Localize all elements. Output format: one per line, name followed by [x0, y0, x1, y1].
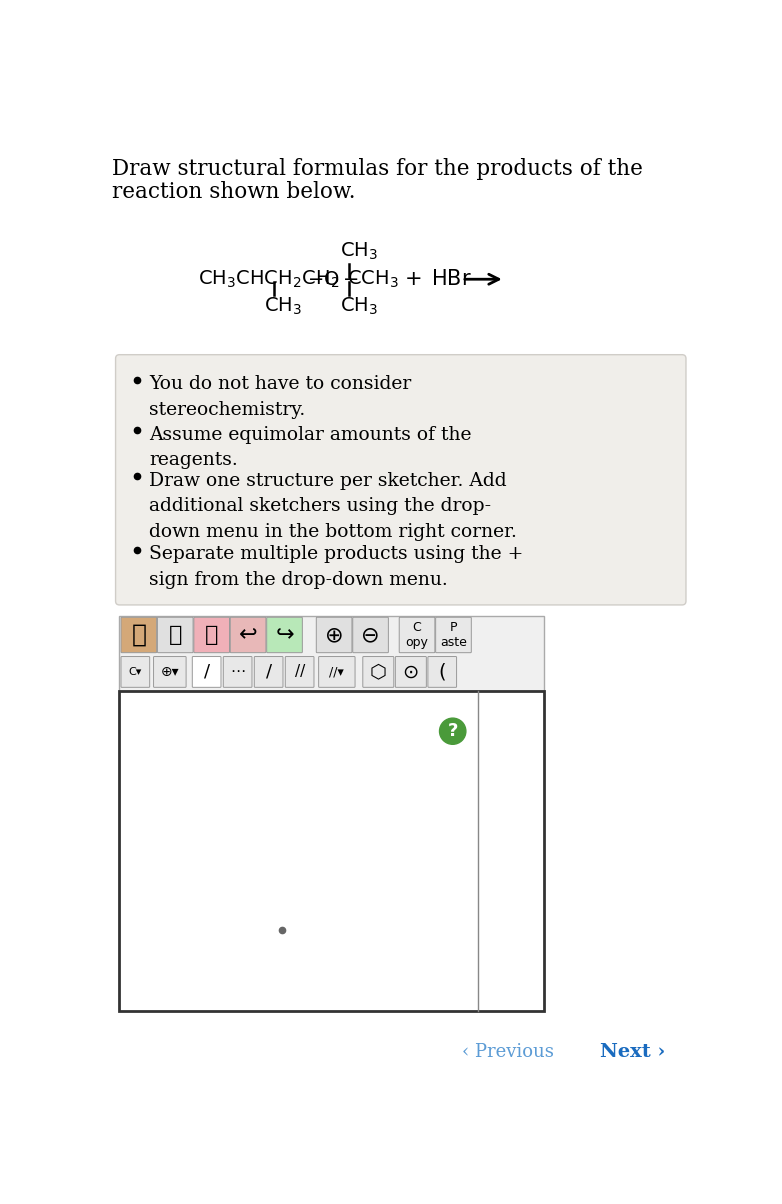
FancyBboxPatch shape	[121, 656, 149, 687]
FancyBboxPatch shape	[194, 618, 229, 653]
Text: /: /	[266, 663, 271, 681]
Text: Draw structural formulas for the products of the: Draw structural formulas for the product…	[112, 159, 643, 181]
Text: ↪: ↪	[275, 625, 294, 645]
FancyBboxPatch shape	[120, 691, 544, 1010]
FancyBboxPatch shape	[436, 618, 472, 653]
FancyBboxPatch shape	[363, 656, 394, 687]
FancyBboxPatch shape	[400, 618, 435, 653]
Text: ?: ?	[447, 722, 458, 740]
Text: //: //	[295, 665, 305, 679]
Circle shape	[439, 718, 466, 744]
Text: You do not have to consider
stereochemistry.: You do not have to consider stereochemis…	[149, 376, 411, 419]
Text: $\rm CH_3CHCH_2CH_2$: $\rm CH_3CHCH_2CH_2$	[199, 268, 340, 290]
Text: C
opy: C opy	[406, 621, 429, 649]
FancyBboxPatch shape	[267, 618, 303, 653]
FancyBboxPatch shape	[316, 618, 352, 653]
Text: Next ›: Next ›	[600, 1043, 665, 1061]
FancyBboxPatch shape	[192, 656, 221, 687]
Text: $\rm CH_3$: $\rm CH_3$	[339, 241, 378, 262]
Text: ⋯: ⋯	[230, 665, 246, 679]
FancyBboxPatch shape	[153, 656, 186, 687]
Text: Assume equimolar amounts of the
reagents.: Assume equimolar amounts of the reagents…	[149, 425, 472, 470]
FancyBboxPatch shape	[285, 656, 314, 687]
Text: (: (	[439, 662, 446, 681]
Text: ⬡: ⬡	[370, 662, 387, 681]
Text: ‹ Previous: ‹ Previous	[462, 1043, 554, 1061]
Text: reaction shown below.: reaction shown below.	[112, 182, 355, 203]
Text: ✋: ✋	[131, 622, 146, 647]
FancyBboxPatch shape	[230, 618, 266, 653]
FancyBboxPatch shape	[224, 656, 252, 687]
Text: $\rm + \; HBr$: $\rm + \; HBr$	[400, 270, 472, 289]
FancyBboxPatch shape	[318, 656, 355, 687]
Text: ⊙: ⊙	[403, 662, 419, 681]
Text: ⊕▾: ⊕▾	[160, 665, 179, 679]
Text: 🖊: 🖊	[169, 625, 182, 645]
FancyBboxPatch shape	[428, 656, 457, 687]
FancyBboxPatch shape	[157, 618, 193, 653]
Text: $\rm CH_3$: $\rm CH_3$	[264, 296, 303, 318]
Text: Draw one structure per sketcher. Add
additional sketchers using the drop-
down m: Draw one structure per sketcher. Add add…	[149, 472, 517, 541]
FancyBboxPatch shape	[396, 656, 426, 687]
Text: P
aste: P aste	[440, 621, 467, 649]
FancyBboxPatch shape	[121, 618, 156, 653]
Text: 🩹: 🩹	[205, 625, 218, 645]
Text: ⊕: ⊕	[325, 625, 343, 645]
FancyBboxPatch shape	[120, 615, 544, 691]
FancyBboxPatch shape	[353, 618, 389, 653]
Text: $\rm CCH_3$: $\rm CCH_3$	[347, 268, 399, 290]
Text: C▾: C▾	[129, 667, 142, 677]
Text: Separate multiple products using the +
sign from the drop-down menu.: Separate multiple products using the + s…	[149, 545, 523, 589]
Text: $\rm CH_3$: $\rm CH_3$	[339, 296, 378, 318]
Text: /: /	[203, 663, 210, 681]
FancyBboxPatch shape	[116, 355, 686, 604]
Text: ↩: ↩	[239, 625, 257, 645]
FancyBboxPatch shape	[254, 656, 283, 687]
Text: ⊖: ⊖	[361, 625, 380, 645]
Text: $\rm{-O-}$: $\rm{-O-}$	[307, 270, 359, 289]
Text: //▾: //▾	[329, 666, 344, 678]
